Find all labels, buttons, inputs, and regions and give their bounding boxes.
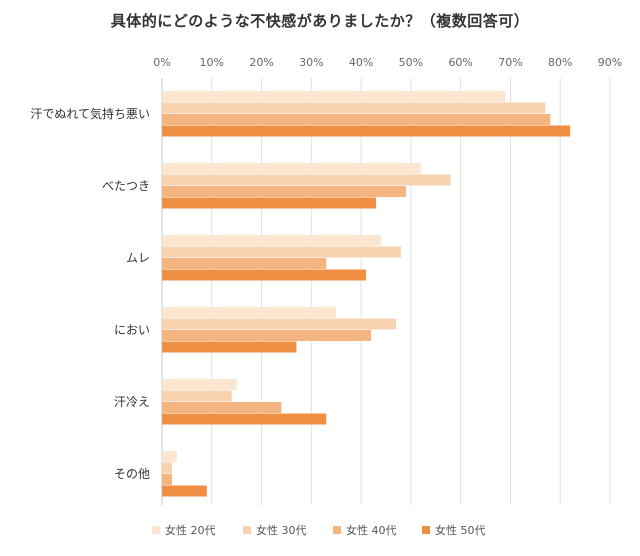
category-label: 汗でぬれて気持ち悪い	[30, 106, 150, 121]
bar	[162, 474, 172, 485]
category-label: ムレ	[126, 251, 150, 265]
bar	[162, 341, 297, 353]
bar	[162, 174, 451, 186]
legend-swatch	[152, 526, 160, 534]
bar	[162, 390, 232, 402]
bar	[162, 402, 282, 413]
category-label: 汗冷え	[114, 395, 150, 409]
x-tick-label: 20%	[249, 56, 273, 69]
bar	[162, 462, 172, 474]
bar	[162, 102, 546, 114]
legend: 女性 20代 女性 30代 女性 40代 女性 50代	[152, 523, 486, 537]
bar	[162, 235, 382, 246]
bar	[162, 91, 506, 102]
bar	[162, 451, 177, 462]
gridlines	[161, 78, 611, 505]
legend-label: 女性 40代	[346, 523, 397, 537]
bar	[162, 246, 401, 258]
bar	[162, 258, 327, 269]
bar	[162, 269, 367, 281]
x-tick-label: 40%	[349, 56, 373, 69]
bar	[162, 163, 421, 174]
category-label: べたつき	[102, 179, 150, 193]
bar	[162, 197, 377, 209]
legend-swatch	[422, 526, 430, 534]
legend-label: 女性 30代	[256, 523, 307, 537]
bar	[162, 330, 372, 341]
bar	[162, 125, 571, 137]
bar	[162, 379, 237, 390]
legend-swatch	[333, 526, 341, 534]
x-tick-label: 80%	[548, 56, 572, 69]
x-tick-label: 60%	[448, 56, 472, 69]
x-tick-label: 70%	[498, 56, 522, 69]
legend-swatch	[243, 526, 251, 534]
bar	[162, 318, 396, 330]
x-tick-label: 10%	[200, 56, 224, 69]
chart-title: 具体的にどのような不快感がありましたか？（複数回答可）	[110, 12, 530, 30]
bar	[162, 186, 406, 197]
bar	[162, 413, 327, 425]
x-tick-label: 0%	[153, 56, 170, 69]
x-tick-label: 90%	[598, 56, 622, 69]
bars	[162, 91, 571, 497]
legend-label: 女性 20代	[165, 523, 216, 537]
x-axis-ticks: 0% 10% 20% 30% 40% 50% 60% 70% 80% 90%	[153, 56, 622, 69]
bar	[162, 307, 337, 318]
category-label: その他	[114, 467, 150, 481]
bar	[162, 114, 551, 125]
category-label: におい	[114, 323, 150, 337]
x-tick-label: 50%	[399, 56, 423, 69]
legend-label: 女性 50代	[435, 523, 486, 537]
x-tick-label: 30%	[299, 56, 323, 69]
bar	[162, 485, 207, 497]
